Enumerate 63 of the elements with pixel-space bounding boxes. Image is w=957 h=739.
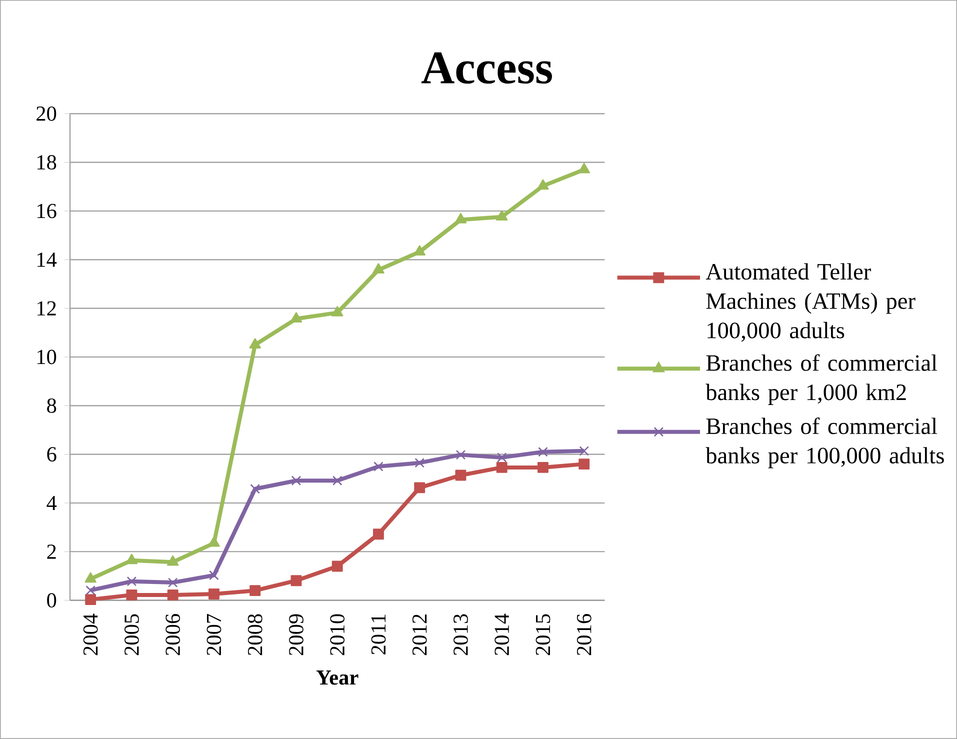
point	[85, 594, 96, 606]
legend-label: Branches of commercial banks per 100,000 adults	[706, 417, 944, 468]
y-tick-label: 6	[47, 447, 56, 462]
y-tick-label: 16	[37, 204, 56, 218]
point	[578, 458, 590, 470]
y-tick-label: 12	[37, 301, 56, 316]
y-tick-label: 4	[46, 496, 57, 510]
x-tick-label: 2015	[536, 614, 550, 656]
point	[496, 462, 508, 473]
point	[496, 452, 507, 462]
chart-title: Access	[421, 52, 552, 84]
x-tick-label: 2016	[576, 614, 592, 656]
point	[373, 528, 384, 540]
point	[290, 312, 302, 322]
point	[496, 210, 508, 220]
point	[537, 179, 549, 190]
point	[86, 585, 96, 596]
point	[456, 450, 466, 460]
x-tick-label: 2005	[124, 614, 139, 656]
point	[249, 338, 261, 348]
point	[126, 589, 138, 600]
x-tick-label: 2010	[330, 614, 345, 656]
x-tick-label: 2008	[248, 614, 262, 656]
y-tick-label: 18	[37, 155, 56, 170]
y-tick-label: 2	[47, 544, 56, 559]
point	[291, 476, 302, 486]
y-tick-label: 14	[37, 252, 57, 267]
x-axis-title: Year	[316, 670, 358, 685]
point	[414, 482, 426, 494]
y-tick-label: 10	[37, 350, 56, 364]
x-tick-label: 2009	[289, 614, 304, 656]
point	[168, 578, 178, 588]
point	[454, 213, 467, 224]
point	[290, 575, 302, 586]
y-tick-label: 20	[36, 106, 56, 121]
point	[126, 576, 137, 586]
x-tick-label: 2011	[371, 614, 386, 654]
point	[538, 462, 548, 473]
point	[332, 560, 343, 572]
point	[250, 484, 260, 494]
y-tick-label: 8	[47, 398, 56, 413]
x-tick-label: 2006	[166, 614, 180, 656]
point	[579, 446, 590, 456]
x-tick-label: 2004	[83, 614, 98, 656]
point	[372, 263, 384, 274]
legend-label: Automated Teller Machines (ATMs) per 100,000 adults	[706, 263, 916, 342]
point	[209, 570, 219, 580]
y-tick-label: 0	[47, 593, 56, 608]
point	[84, 572, 96, 583]
point	[331, 306, 344, 316]
x-tick-label: 2013	[454, 614, 468, 656]
legend-label: Branches of commercial banks per 1,000 km2	[706, 354, 938, 405]
point	[374, 462, 384, 472]
x-tick-label: 2007	[206, 614, 222, 656]
point	[250, 585, 261, 596]
point	[455, 470, 466, 481]
x-tick-label: 2012	[412, 614, 427, 656]
point	[208, 588, 220, 600]
x-tick-label: 2014	[494, 614, 510, 656]
point	[332, 476, 342, 486]
point	[538, 446, 548, 457]
point	[414, 458, 425, 468]
point	[167, 589, 178, 600]
